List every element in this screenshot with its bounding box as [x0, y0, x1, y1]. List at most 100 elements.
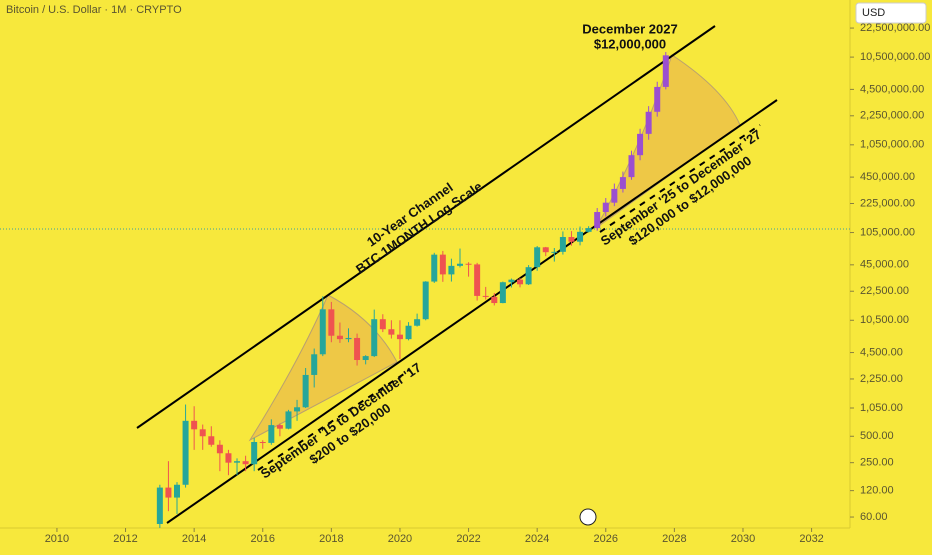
x-tick-label: 2030: [731, 533, 755, 545]
candle-body: [559, 237, 566, 252]
candle-body: [465, 263, 472, 265]
candle-body: [431, 254, 438, 282]
y-tick-label: 4,500,000.00: [860, 83, 924, 95]
x-tick-label: 2018: [319, 533, 343, 545]
y-tick-label: 22,500,000.00: [860, 22, 930, 34]
x-tick-label: 2026: [594, 533, 618, 545]
y-tick-label: 450,000.00: [860, 171, 915, 183]
candle-body: [542, 247, 549, 253]
candle-body: [517, 279, 524, 285]
candle-body: [319, 309, 326, 355]
candles: [156, 52, 669, 528]
candle-body: [311, 354, 318, 375]
y-tick-label: 45,000.00: [860, 259, 909, 271]
y-tick-label: 105,000.00: [860, 226, 915, 238]
channel-upper: [136, 25, 716, 429]
candle-body: [242, 461, 249, 465]
candle-body: [619, 177, 626, 189]
candle-body: [396, 334, 403, 340]
candle-body: [662, 55, 669, 87]
y-tick-label: 4,500.00: [860, 346, 903, 358]
candle-body: [268, 425, 275, 443]
candle-body: [568, 237, 575, 242]
candle-body: [156, 487, 163, 524]
candle-body: [508, 279, 515, 283]
candle-body: [234, 461, 241, 463]
candle-body: [594, 212, 601, 229]
dashed-guide: [599, 124, 761, 233]
x-tick-label: 2024: [525, 533, 549, 545]
candle-body: [259, 442, 266, 444]
x-tick-label: 2022: [456, 533, 480, 545]
candle-body: [611, 188, 618, 203]
x-tick-label: 2016: [251, 533, 275, 545]
y-tick-label: 500.00: [860, 430, 894, 442]
candle-body: [354, 337, 361, 361]
candle-body: [191, 420, 198, 430]
candle-body: [422, 281, 429, 320]
x-tick-label: 2032: [799, 533, 823, 545]
candle-body: [173, 484, 180, 498]
y-tick-label: 1,050.00: [860, 402, 903, 414]
candle-body: [165, 487, 172, 498]
candle-body: [294, 407, 301, 412]
channel-lower: [166, 99, 778, 524]
y-tick-label: 22,500.00: [860, 285, 909, 297]
candle-body: [379, 319, 386, 330]
y-tick-label: 10,500.00: [860, 314, 909, 326]
candle-body: [654, 86, 661, 112]
annotation: $12,000,000: [594, 36, 666, 51]
candle-body: [182, 420, 189, 485]
logo[interactable]: [579, 508, 597, 526]
candle-body: [345, 337, 352, 340]
y-tick-label: 10,500,000.00: [860, 51, 930, 63]
y-tick-label: 120.00: [860, 485, 894, 497]
y-tick-label: 2,250,000.00: [860, 110, 924, 122]
candle-body: [251, 442, 258, 465]
candle-body: [456, 263, 463, 266]
x-tick-label: 2028: [662, 533, 686, 545]
candle-body: [225, 453, 232, 463]
candle-body: [362, 356, 369, 361]
candle-body: [585, 228, 592, 232]
candle-body: [448, 265, 455, 275]
annotation: December 2027: [582, 21, 677, 36]
candle-body: [216, 444, 223, 454]
candle-body: [525, 267, 532, 285]
x-tick-label: 2014: [182, 533, 206, 545]
candle-body: [388, 329, 395, 335]
candle-body: [577, 231, 584, 242]
y-tick-label: 225,000.00: [860, 197, 915, 209]
y-tick-label: 1,050,000.00: [860, 139, 924, 151]
x-tick-label: 2010: [45, 533, 69, 545]
currency-label[interactable]: USD: [862, 7, 885, 19]
candle-body: [336, 335, 343, 340]
candle-body: [602, 202, 609, 213]
candle-body: [551, 251, 558, 253]
y-tick-label: 250.00: [860, 457, 894, 469]
candle-body: [405, 325, 412, 340]
candle-body: [645, 111, 652, 134]
symbol-title: Bitcoin / U.S. Dollar · 1M · CRYPTO: [6, 4, 182, 16]
candle-body: [208, 436, 215, 445]
candle-body: [499, 282, 506, 304]
candle-body: [637, 133, 644, 156]
candle-body: [414, 319, 421, 326]
candle-body: [199, 429, 206, 437]
candle-body: [482, 295, 489, 297]
candle-body: [439, 254, 446, 275]
candle-body: [491, 296, 498, 304]
candle-body: [276, 425, 283, 429]
candle-body: [285, 411, 292, 429]
candle-body: [328, 309, 335, 336]
candle-body: [302, 374, 309, 408]
candle-body: [534, 247, 541, 268]
candle-body: [371, 319, 378, 357]
x-tick-label: 2020: [388, 533, 412, 545]
currency-box[interactable]: [855, 2, 927, 24]
x-tick-label: 2012: [113, 533, 137, 545]
y-tick-label: 60.00: [860, 511, 888, 523]
candle-body: [474, 264, 481, 296]
